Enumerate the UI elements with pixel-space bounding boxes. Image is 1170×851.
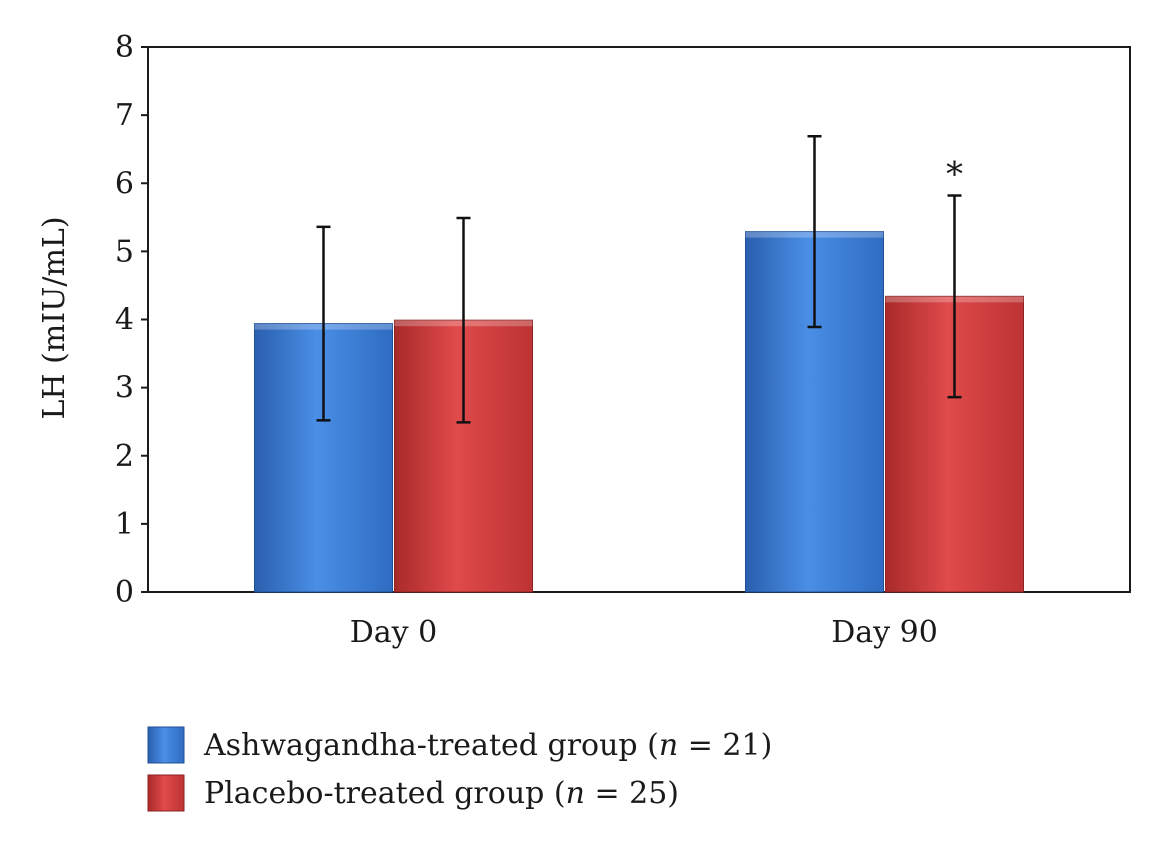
y-tick-label: 6: [115, 166, 134, 201]
legend-text-part: Ashwagandha-treated group (: [203, 728, 659, 763]
y-tick-label: 0: [115, 575, 134, 610]
legend-swatch: [147, 726, 185, 764]
legend-swatch: [147, 774, 185, 812]
y-tick-label: 3: [115, 371, 134, 406]
legend: Ashwagandha-treated group (n = 21)Placeb…: [147, 726, 772, 812]
legend-text-part: = 25): [585, 776, 679, 811]
legend-text-part: = 21): [678, 728, 772, 763]
error-bars: [316, 134, 962, 424]
y-tick-label: 7: [115, 98, 134, 133]
y-tick-label: 1: [115, 507, 134, 542]
x-axis-labels: Day 0 Day 90: [350, 615, 938, 650]
annotations: *: [946, 155, 963, 195]
legend-entry: Ashwagandha-treated group (n = 21): [203, 728, 772, 763]
y-tick-label: 8: [115, 30, 134, 65]
legend-text-part: n: [566, 776, 585, 811]
x-tick-label: Day 0: [350, 615, 438, 650]
y-tick-label: 2: [115, 439, 134, 474]
y-axis-label: LH (mIU/mL): [37, 216, 72, 419]
y-tick-label: 4: [115, 303, 134, 338]
significance-marker: *: [946, 155, 963, 195]
x-tick-label: Day 90: [831, 615, 938, 650]
legend-text-part: Placebo-treated group (: [204, 776, 566, 811]
y-axis-ticks: 0 1 2 3 4 5 6 7 8: [115, 30, 148, 610]
legend-text-part: n: [659, 728, 678, 763]
y-tick-label: 5: [115, 234, 134, 269]
bars: [254, 231, 1024, 593]
legend-entry: Placebo-treated group (n = 25): [204, 776, 679, 811]
